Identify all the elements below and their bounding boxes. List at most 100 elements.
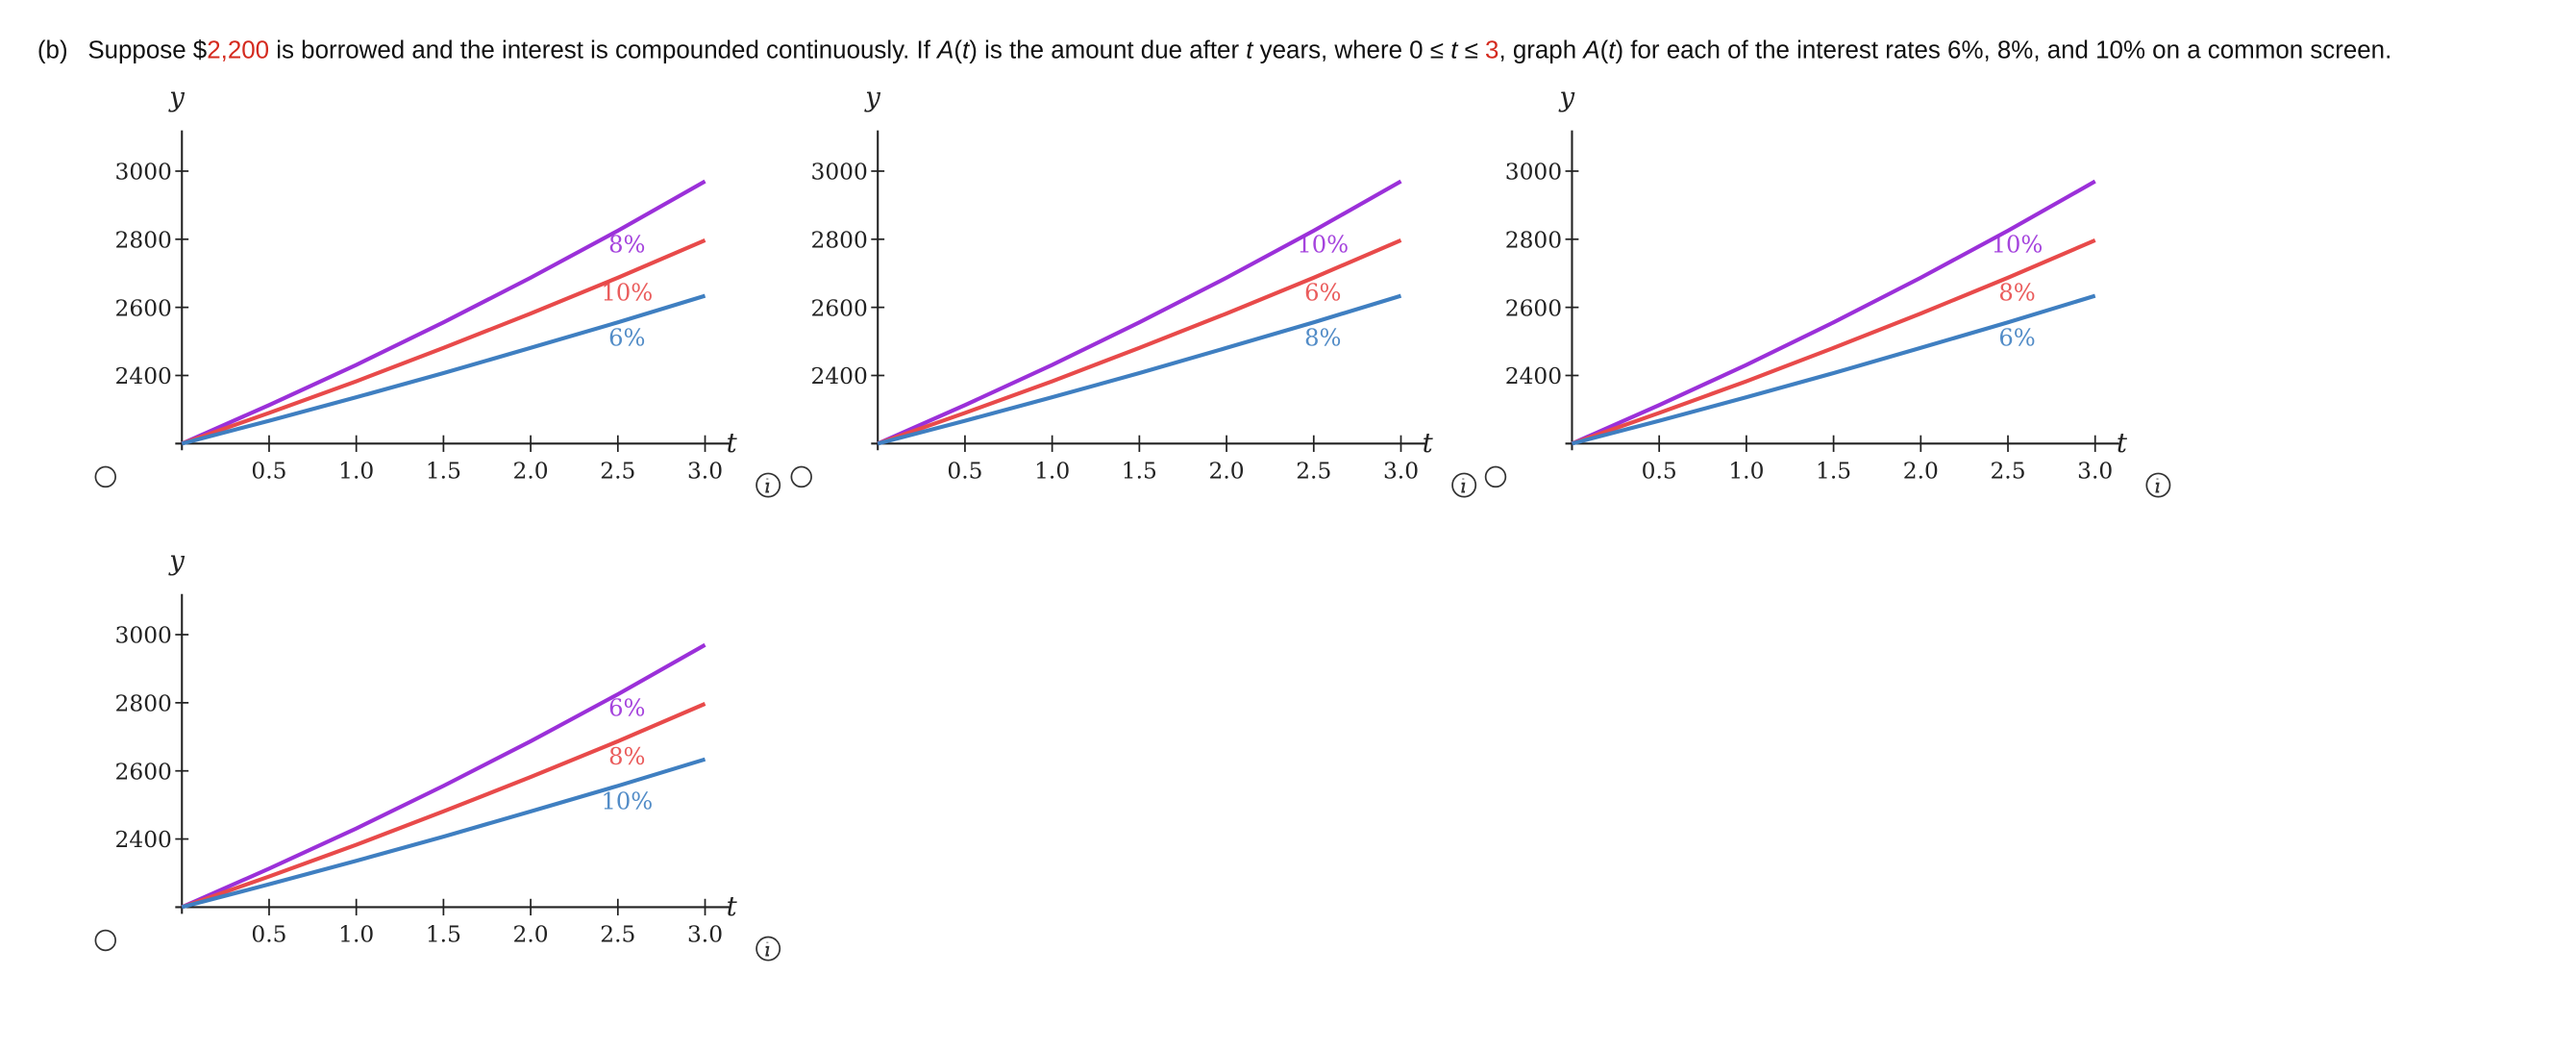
y-tick-label: 2600 (811, 295, 868, 321)
radio-button[interactable] (1484, 465, 1507, 488)
series-label: 6% (1304, 280, 1341, 307)
y-axis-label: y (863, 82, 880, 113)
y-tick-label: 3000 (115, 623, 172, 649)
text: t (1246, 37, 1254, 63)
x-tick-label: 0.5 (251, 922, 286, 948)
text: ≤ (1457, 37, 1485, 63)
info-glyph (765, 478, 770, 493)
y-axis-label: y (167, 545, 185, 577)
x-tick-label: 1.0 (338, 459, 374, 485)
text: years, where 0 ≤ (1252, 37, 1450, 63)
y-tick-label: 2800 (115, 227, 172, 253)
series-label: 10% (601, 788, 653, 814)
x-tick-label: 1.0 (338, 922, 374, 948)
x-tick-label: 0.5 (251, 459, 286, 485)
x-tick-label: 3.0 (2077, 459, 2113, 485)
y-axis-label: y (167, 82, 185, 113)
chart: y t 2400 2600 2800 3000 0.5 1.0 1.5 2.0 2.5 3.0 6% 8%… (115, 545, 738, 948)
x-tick-label: 2.0 (1903, 459, 1939, 485)
x-tick-label: 2.0 (513, 459, 549, 485)
y-tick-label: 2400 (115, 363, 172, 389)
series-label: 8% (608, 232, 645, 259)
text: t (962, 37, 971, 63)
x-axis-label: t (727, 890, 738, 922)
series-label: 8% (608, 743, 645, 770)
line-series (1571, 179, 2096, 446)
text: ) is the amount due after (969, 37, 1246, 63)
info-glyph (765, 941, 770, 957)
y-tick-label: 3000 (1505, 160, 1562, 186)
radio-button[interactable] (790, 465, 812, 488)
info-icon[interactable] (1451, 472, 1477, 498)
x-tick-label: 1.5 (1816, 459, 1851, 485)
x-tick-label: 3.0 (687, 459, 723, 485)
y-tick-label: 2600 (115, 295, 172, 321)
x-tick-label: 3.0 (687, 922, 723, 948)
series-label: 10% (1992, 232, 2043, 259)
line-series (181, 293, 706, 446)
radio-button[interactable] (94, 465, 117, 488)
text: 3 (1485, 37, 1499, 63)
text: ( (954, 37, 962, 63)
x-axis-label: t (1423, 427, 1434, 459)
x-tick-label: 2.0 (513, 922, 549, 948)
y-tick-label: 2800 (811, 227, 868, 253)
y-tick-label: 3000 (811, 160, 868, 186)
x-tick-label: 1.0 (1728, 459, 1764, 485)
text: is borrowed and the interest is compound… (269, 37, 937, 63)
series-label: 8% (1304, 324, 1341, 351)
line-series (1571, 238, 2096, 446)
text: A (935, 37, 954, 63)
text: ( (1600, 37, 1609, 63)
info-icon[interactable] (755, 472, 781, 498)
x-tick-label: 2.5 (600, 459, 635, 485)
x-tick-label: 0.5 (1642, 459, 1677, 485)
y-tick-label: 2600 (1505, 295, 1562, 321)
line-series (181, 757, 706, 910)
y-tick-label: 2400 (811, 363, 868, 389)
y-tick-label: 2600 (115, 759, 172, 785)
x-tick-label: 1.0 (1034, 459, 1070, 485)
text: A (1581, 37, 1599, 63)
x-axis-label: t (727, 427, 738, 459)
info-glyph (2155, 478, 2160, 493)
info-icon[interactable] (755, 936, 781, 962)
series-label: 8% (1998, 280, 2035, 307)
info-glyph (1461, 478, 1466, 493)
part-label: (b) (37, 37, 68, 63)
series-label: 6% (608, 324, 645, 351)
x-tick-label: 2.5 (1990, 459, 2025, 485)
line-series (877, 238, 1402, 446)
amount: 2,200 (207, 37, 269, 63)
chart: y t 2400 2600 2800 3000 0.5 1.0 1.5 2.0 2.5 3.0 10% 8… (1505, 82, 2128, 485)
x-tick-label: 1.5 (426, 922, 461, 948)
line-series (1571, 293, 2096, 446)
y-tick-label: 2400 (1505, 363, 1562, 389)
y-tick-label: 2800 (115, 691, 172, 717)
line-series (181, 702, 706, 910)
info-icon[interactable] (2145, 472, 2171, 498)
series-label: 10% (1297, 232, 1349, 259)
line-series (877, 293, 1402, 446)
text: ) for each of the interest rates 6%, 8%,… (1615, 37, 2391, 63)
y-tick-label: 2400 (115, 827, 172, 853)
series-label: 10% (601, 280, 653, 307)
x-tick-label: 2.5 (600, 922, 635, 948)
chart: y t 2400 2600 2800 3000 0.5 1.0 1.5 2.0 2.5 3.0 10% 6… (811, 82, 1434, 485)
text: t (1608, 37, 1617, 63)
chart: y t 2400 2600 2800 3000 0.5 1.0 1.5 2.0 2.5 3.0 8% 10… (115, 82, 738, 485)
line-series (181, 179, 706, 446)
x-tick-label: 2.5 (1296, 459, 1331, 485)
x-tick-label: 0.5 (947, 459, 982, 485)
line-series (877, 179, 1402, 446)
y-tick-label: 3000 (115, 160, 172, 186)
line-series (181, 642, 706, 910)
text: , graph (1499, 37, 1583, 63)
radio-button[interactable] (94, 929, 117, 952)
x-tick-label: 1.5 (426, 459, 461, 485)
text: t (1450, 37, 1459, 63)
line-series (181, 238, 706, 446)
text: Suppose $ (87, 37, 207, 63)
